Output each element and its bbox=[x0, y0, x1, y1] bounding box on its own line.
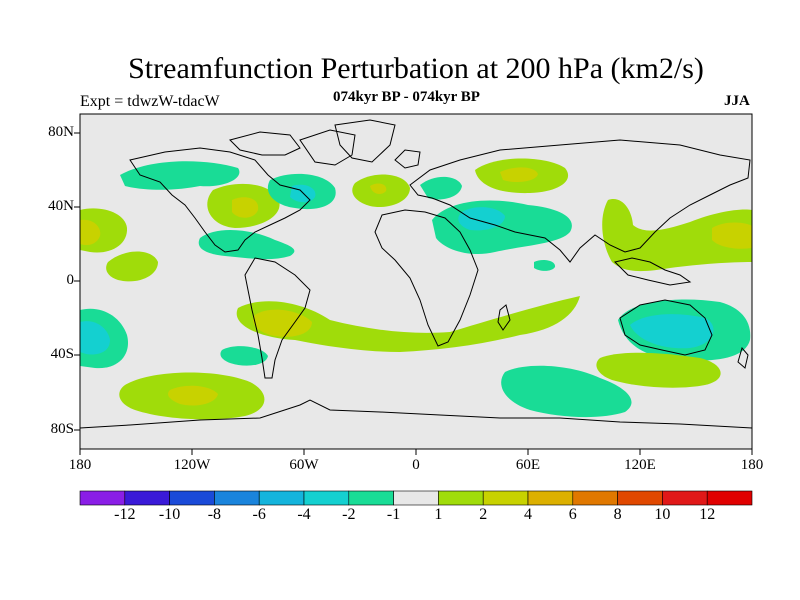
colorbar-label: 8 bbox=[613, 506, 622, 523]
lon-label-180e: 180 bbox=[740, 457, 764, 473]
colorbar-box bbox=[258, 490, 305, 506]
lat-label-80n: 80N bbox=[48, 124, 74, 140]
colorbar-label: -4 bbox=[297, 506, 311, 523]
lon-label-60e: 60E bbox=[515, 457, 541, 473]
colorbar-label: 4 bbox=[524, 506, 532, 523]
lat-label-40n: 40N bbox=[48, 198, 74, 214]
lon-label-180w: 180 bbox=[68, 457, 92, 473]
contour-field bbox=[80, 158, 752, 420]
main-title: Streamfunction Perturbation at 200 hPa (… bbox=[128, 52, 704, 85]
colorbar-box bbox=[572, 490, 618, 506]
colorbar-box bbox=[482, 490, 529, 506]
colorbar-box bbox=[79, 490, 126, 506]
coastlines bbox=[79, 119, 753, 429]
colorbar-label: -6 bbox=[252, 506, 266, 523]
experiment-label: Expt = tdwzW-tdacW bbox=[80, 93, 220, 110]
colorbar-label: 2 bbox=[479, 506, 488, 523]
lat-label-80s: 80S bbox=[50, 421, 74, 437]
colorbar-label: -10 bbox=[158, 506, 181, 523]
colorbar-box bbox=[527, 490, 574, 506]
colorbar-box bbox=[169, 490, 215, 506]
colorbar-box bbox=[124, 490, 170, 506]
lat-label-0: 0 bbox=[66, 272, 75, 288]
colorbar-label: -8 bbox=[207, 506, 222, 523]
axis-ticks bbox=[74, 132, 753, 455]
colorbar-box bbox=[706, 490, 753, 506]
colorbar-box bbox=[393, 490, 439, 506]
lat-label-40s: 40S bbox=[50, 346, 74, 362]
lon-label-0: 0 bbox=[412, 457, 420, 473]
colorbar-label: 6 bbox=[568, 506, 577, 523]
colorbar-box bbox=[303, 490, 350, 506]
colorbar-box bbox=[438, 490, 484, 506]
colorbar-label: -2 bbox=[342, 506, 356, 523]
colorbar-label: -12 bbox=[114, 506, 136, 523]
colorbar-box bbox=[348, 490, 394, 506]
colorbar-label: 12 bbox=[699, 506, 716, 523]
colorbar-box bbox=[617, 490, 663, 506]
colorbar-box bbox=[214, 490, 260, 506]
lon-label-60w: 60W bbox=[289, 457, 319, 473]
colorbar bbox=[79, 490, 753, 506]
colorbar-label: 1 bbox=[434, 506, 443, 523]
colorbar-label: -1 bbox=[386, 506, 401, 523]
lon-label-120w: 120W bbox=[173, 457, 211, 473]
colorbar-box bbox=[662, 490, 708, 506]
lon-label-120e: 120E bbox=[624, 457, 656, 473]
season-label: JJA bbox=[724, 93, 750, 109]
subtitle: 074kyr BP - 074kyr BP bbox=[333, 89, 480, 105]
colorbar-label: 10 bbox=[654, 506, 671, 523]
